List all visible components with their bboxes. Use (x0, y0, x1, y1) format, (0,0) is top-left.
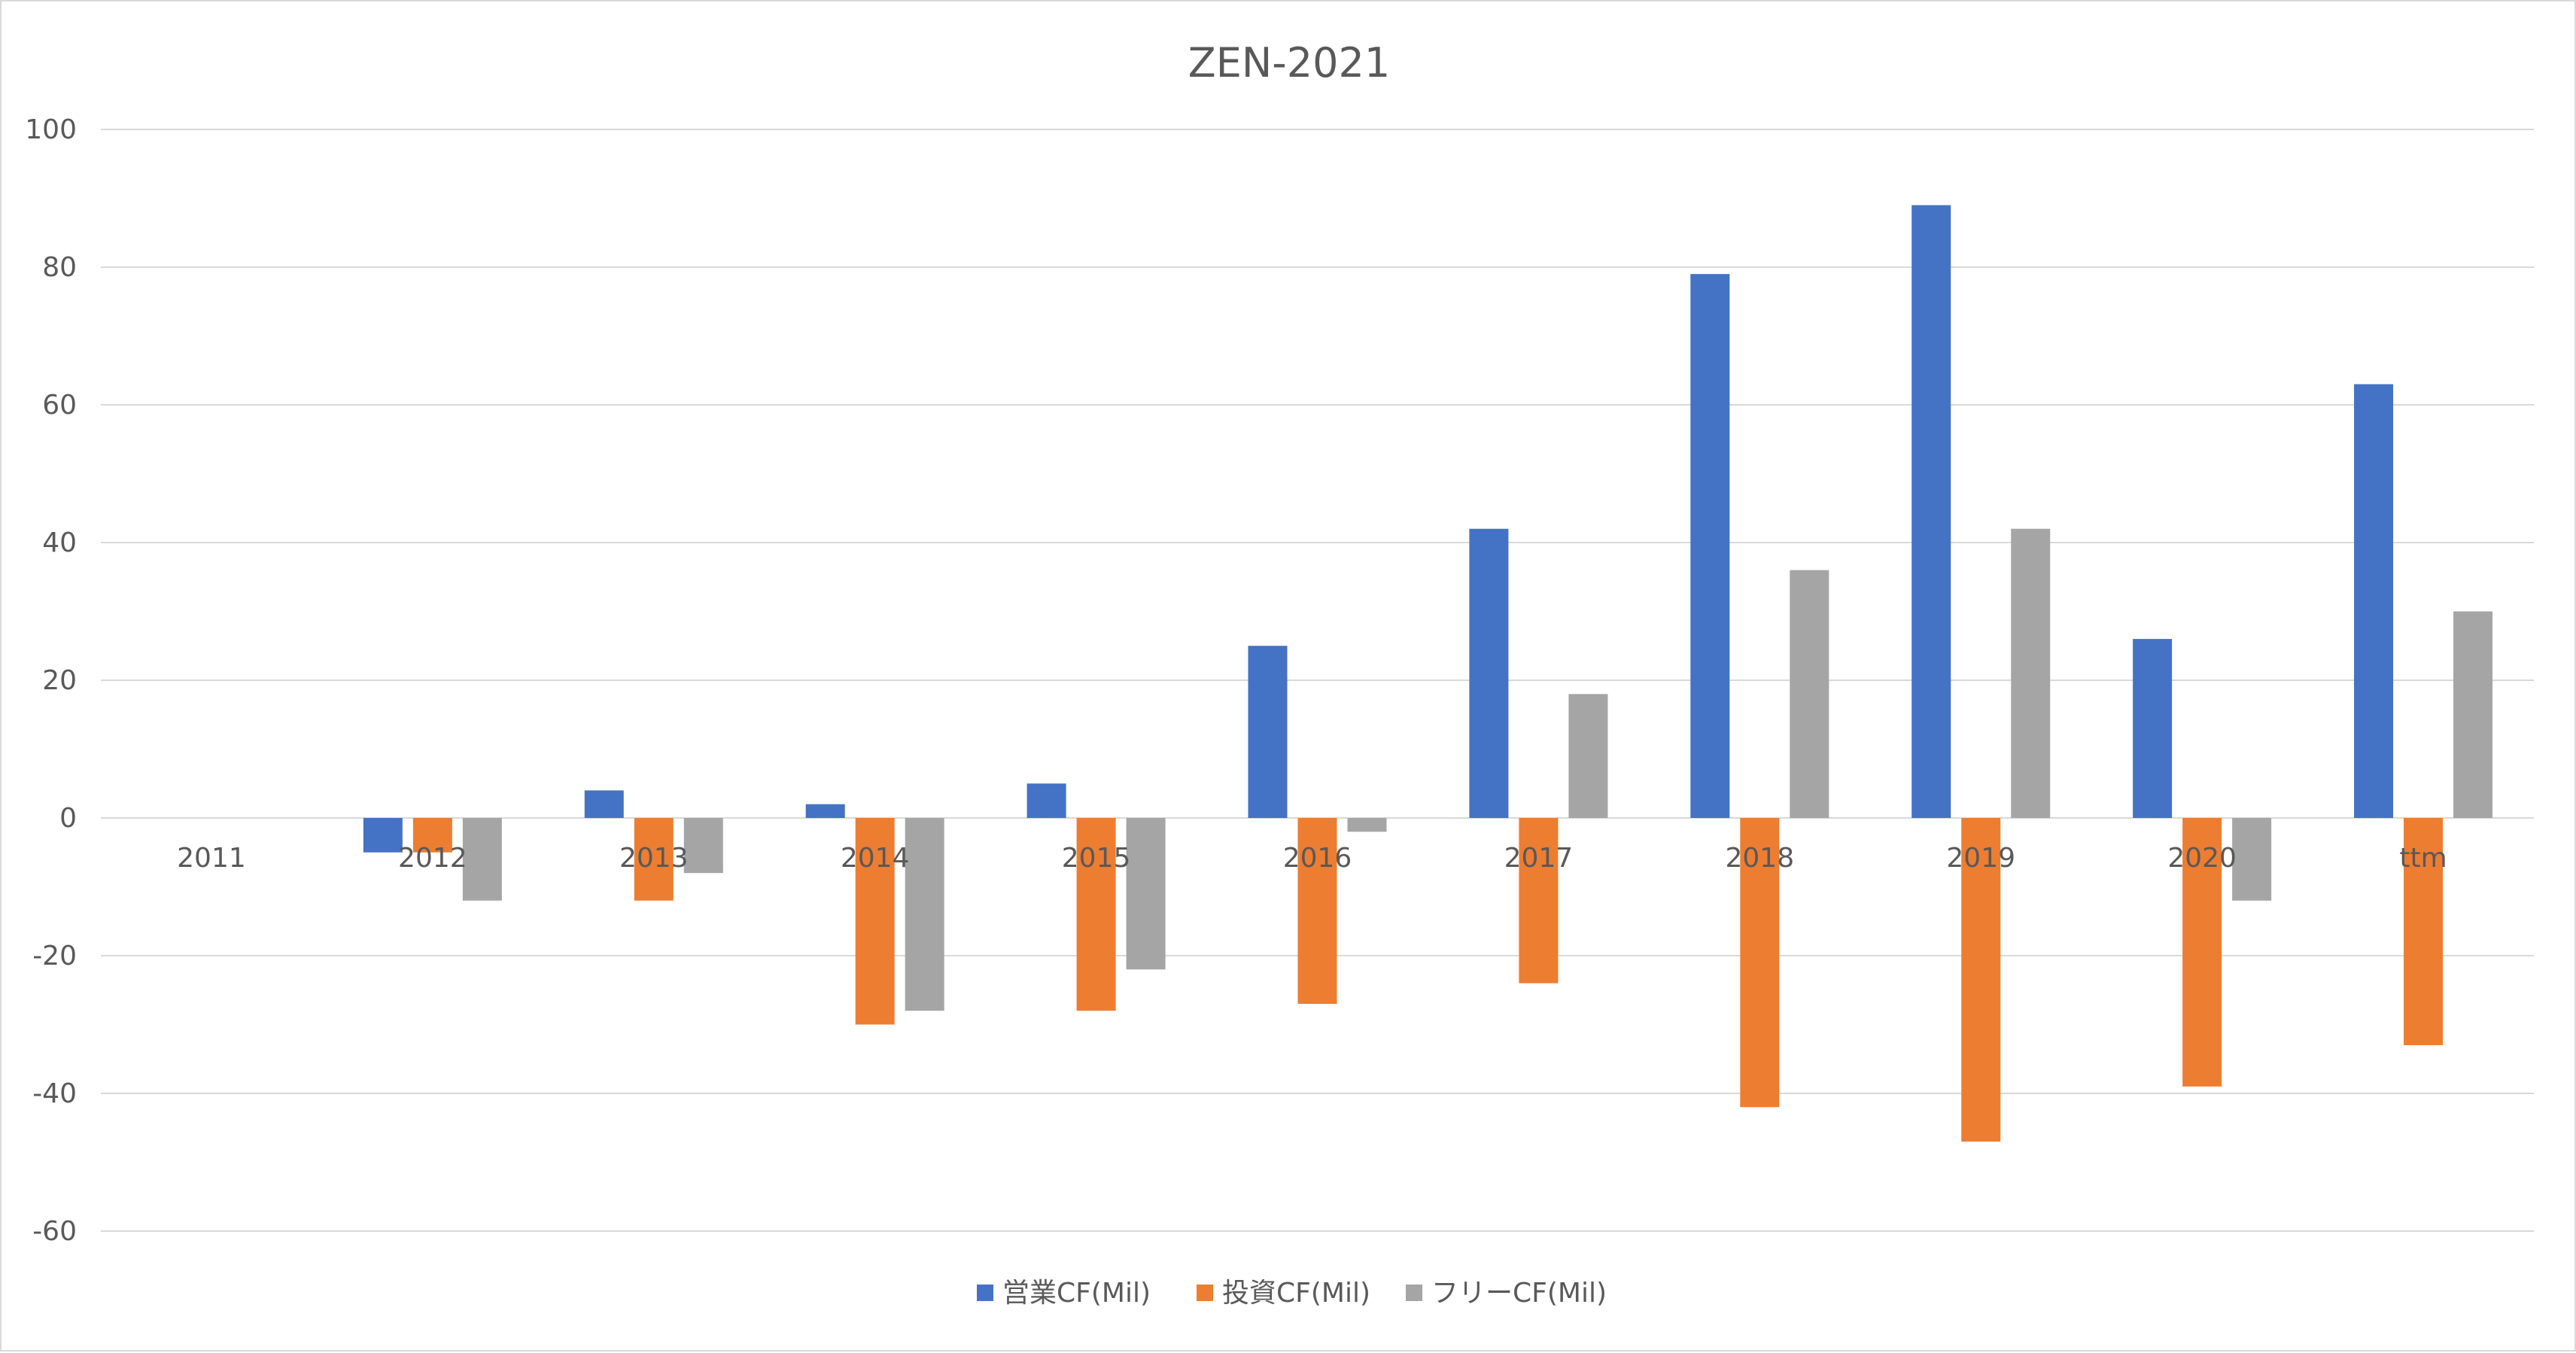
legend-label: 営業CF(Mil) (1002, 1278, 1151, 1309)
x-tick-label: 2015 (1062, 843, 1131, 874)
bar (2453, 611, 2493, 818)
legend-swatch (1197, 1285, 1213, 1301)
x-axis-ticks: 2011 2012 2013 2014 2015 2016 2017 2018 2019 2020… (177, 843, 2447, 874)
bar (1347, 818, 1387, 832)
x-tick-label: 2018 (1726, 843, 1795, 874)
legend-label: 投資CF(Mil) (1222, 1278, 1370, 1309)
bar (1126, 818, 1166, 970)
bar (855, 818, 895, 1025)
y-tick-label: -20 (32, 941, 77, 971)
bar (1248, 646, 1288, 818)
bar (1568, 694, 1608, 818)
bar (1519, 818, 1559, 984)
bar (805, 804, 845, 818)
bar (2011, 528, 2051, 818)
y-tick-label: -60 (32, 1216, 77, 1247)
y-tick-label: 0 (59, 803, 77, 834)
bar (634, 818, 674, 901)
bar (1961, 818, 2001, 1142)
x-tick-label: 2019 (1946, 843, 2015, 874)
bar (683, 818, 723, 874)
y-tick-label: 20 (42, 665, 77, 696)
bar (412, 818, 452, 853)
legend-swatch (977, 1285, 993, 1301)
bar (2232, 818, 2272, 901)
y-axis-ticks: 100 80 60 40 20 0 -20 -40 -60 (25, 114, 77, 1247)
bars (363, 205, 2493, 1142)
bar (2182, 818, 2222, 1087)
bar (584, 790, 624, 818)
x-tick-label: ttm (2399, 843, 2447, 874)
x-tick-label: 2016 (1283, 843, 1352, 874)
y-tick-label: -40 (32, 1078, 77, 1109)
chart-title: ZEN-2021 (1188, 39, 1390, 87)
bar (1297, 818, 1337, 1005)
x-tick-label: 2017 (1504, 843, 1574, 874)
bar (1076, 818, 1116, 1011)
bar (2354, 384, 2394, 818)
bar (1740, 818, 1780, 1108)
bar (2133, 639, 2173, 818)
x-tick-label: 2011 (177, 843, 246, 874)
legend-label: フリーCF(Mil) (1431, 1278, 1607, 1309)
y-tick-label: 60 (42, 390, 77, 421)
bar (363, 818, 403, 853)
x-tick-label: 2013 (619, 843, 689, 874)
y-tick-label: 80 (42, 252, 77, 283)
x-tick-label: 2014 (841, 843, 910, 874)
bar (905, 818, 944, 1011)
bar (462, 818, 502, 901)
bar (1911, 205, 1951, 818)
bar (1790, 570, 1829, 818)
bar (1469, 528, 1509, 818)
y-tick-label: 40 (42, 528, 77, 558)
legend: 営業CF(Mil) 投資CF(Mil) フリーCF(Mil) (977, 1278, 1607, 1309)
legend-swatch (1406, 1285, 1422, 1301)
bar (2404, 818, 2444, 1045)
bar (1690, 274, 1730, 818)
x-tick-label: 2020 (2167, 843, 2237, 874)
x-tick-label: 2012 (398, 843, 467, 874)
bar (1026, 783, 1066, 818)
y-tick-label: 100 (25, 114, 77, 145)
